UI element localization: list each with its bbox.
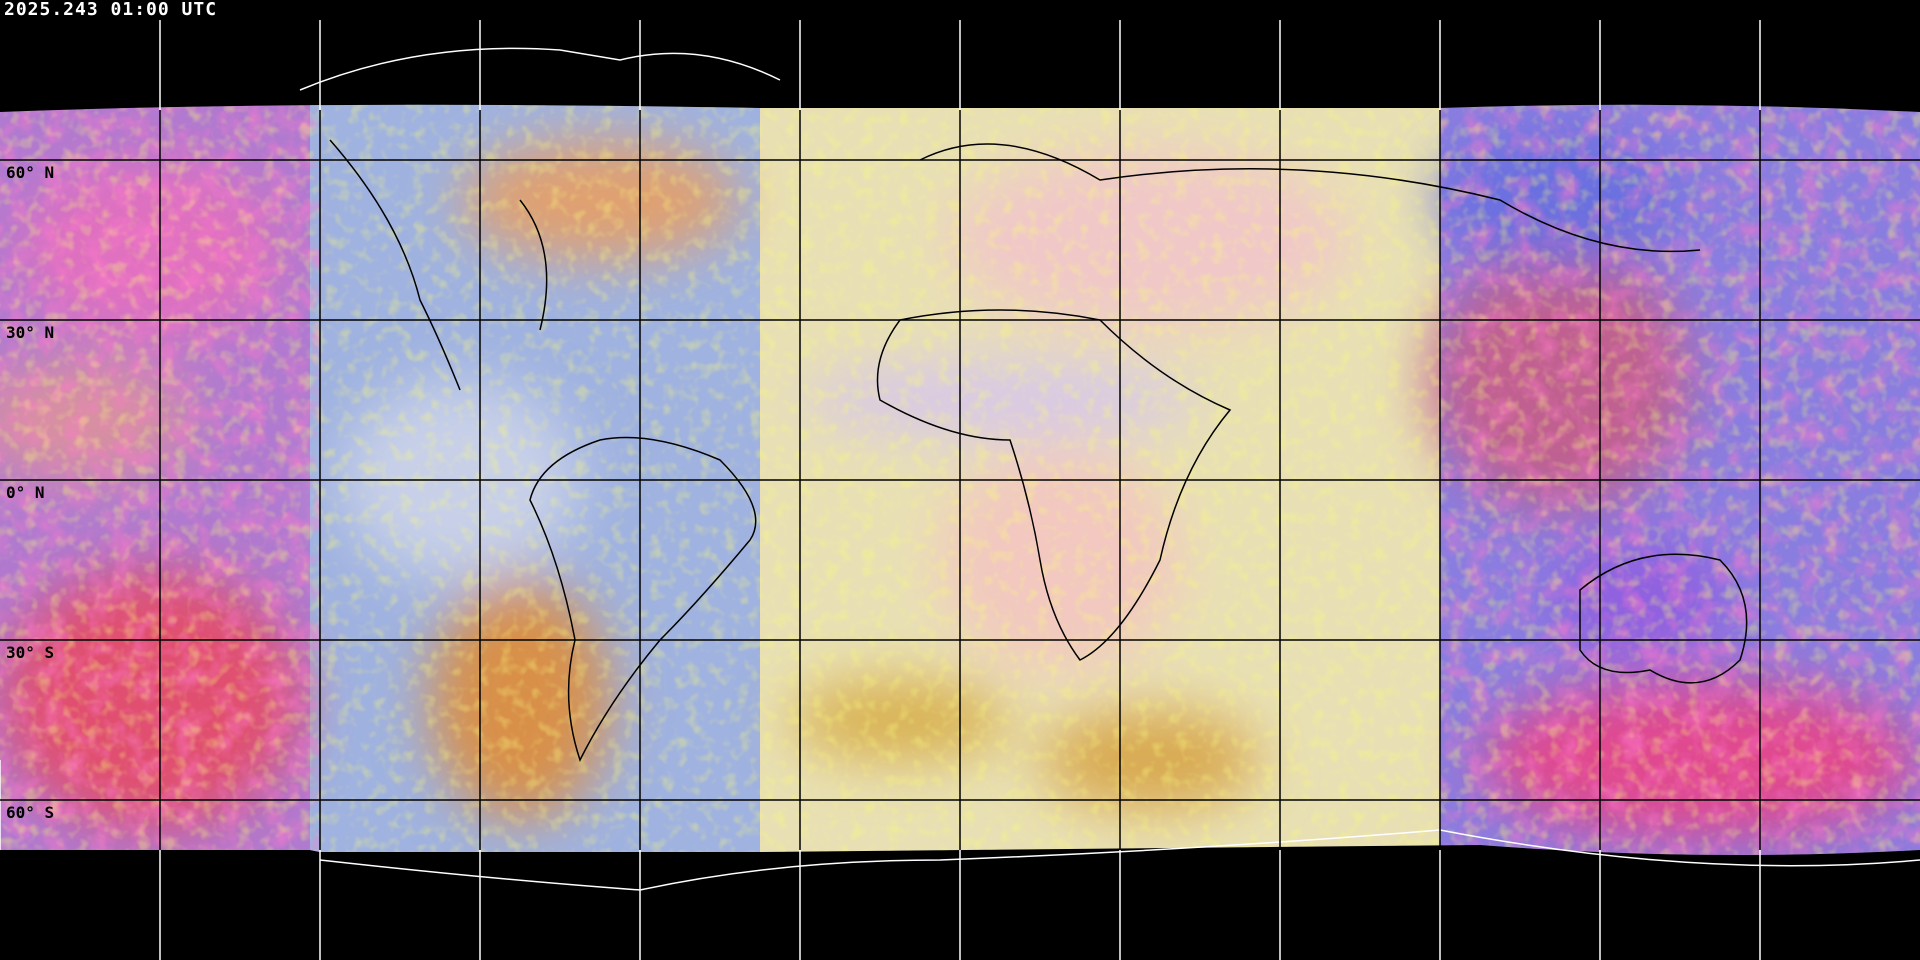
coastlines bbox=[0, 47, 1920, 891]
latitude-label: 0° N bbox=[6, 483, 45, 502]
north-america-coastline bbox=[329, 139, 548, 391]
latitude-label: 60° S bbox=[6, 803, 55, 822]
antarctic-coastline bbox=[0, 760, 1920, 891]
eurasia-coastline bbox=[919, 143, 1701, 253]
latitude-label: 30° N bbox=[6, 323, 55, 342]
south-america-coastline bbox=[529, 436, 757, 762]
arctic-coastline bbox=[299, 47, 781, 91]
latitude-label: 30° S bbox=[6, 643, 55, 662]
timestamp-title: 2025.243 01:00 UTC bbox=[4, 0, 218, 20]
latitude-label: 60° N bbox=[6, 163, 55, 182]
graticule bbox=[0, 20, 1920, 960]
australia-coastline bbox=[1579, 553, 1748, 684]
africa-coastline bbox=[876, 309, 1232, 661]
